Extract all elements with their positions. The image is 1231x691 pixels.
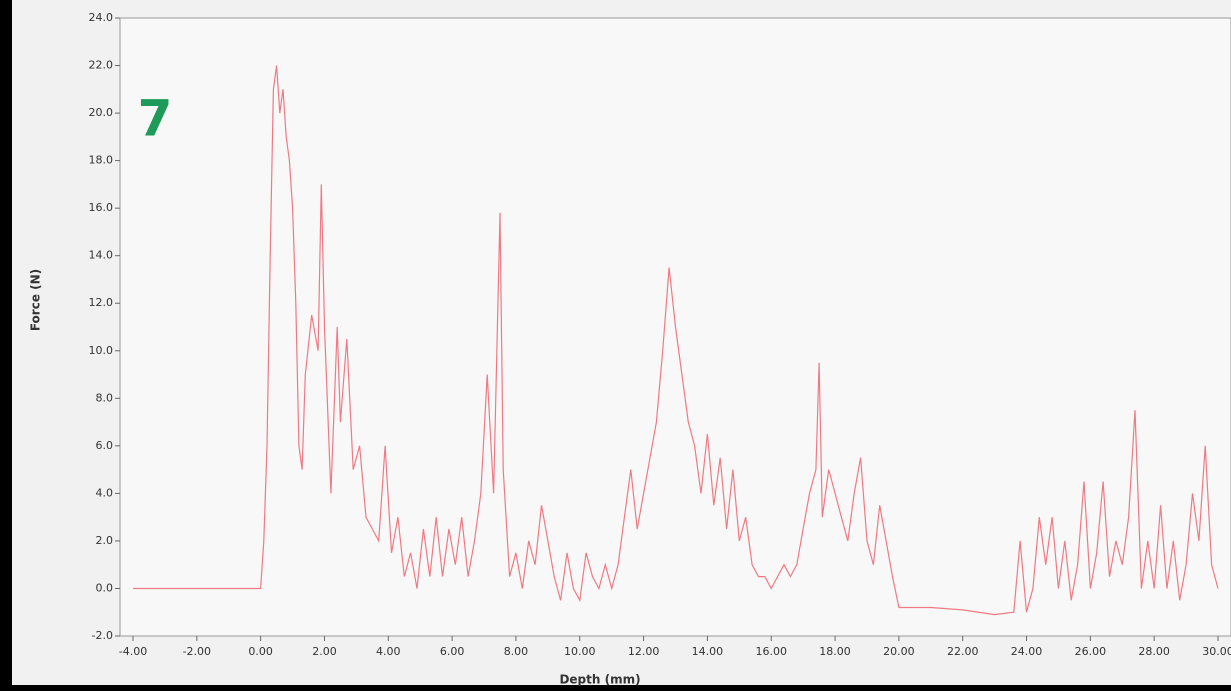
x-tick-label: 22.00 bbox=[947, 645, 979, 658]
y-tick-label: 18.0 bbox=[89, 154, 114, 167]
x-tick-label: 12.00 bbox=[628, 645, 660, 658]
x-axis-label: Depth (mm) bbox=[559, 673, 640, 687]
y-axis-label: Force (N) bbox=[29, 269, 43, 331]
y-tick-label: 2.0 bbox=[96, 534, 114, 547]
y-tick-label: 24.0 bbox=[89, 11, 114, 24]
x-tick-label: 14.00 bbox=[692, 645, 724, 658]
x-tick-label: 2.00 bbox=[312, 645, 337, 658]
x-tick-label: 4.00 bbox=[376, 645, 401, 658]
x-tick-label: 20.00 bbox=[883, 645, 915, 658]
x-tick-label: 8.00 bbox=[504, 645, 529, 658]
x-tick-label: 26.00 bbox=[1075, 645, 1107, 658]
x-tick-label: 10.00 bbox=[564, 645, 596, 658]
x-tick-label: -4.00 bbox=[119, 645, 147, 658]
y-tick-label: 6.0 bbox=[96, 439, 114, 452]
y-tick-label: 22.0 bbox=[89, 59, 114, 72]
x-tick-label: 28.00 bbox=[1138, 645, 1170, 658]
y-tick-label: 8.0 bbox=[96, 391, 114, 404]
y-tick-label: 14.0 bbox=[89, 249, 114, 262]
y-tick-label: 0.0 bbox=[96, 581, 114, 594]
y-tick-label: -2.0 bbox=[92, 629, 113, 642]
x-tick-label: 0.00 bbox=[248, 645, 273, 658]
data-line bbox=[133, 65, 1219, 616]
y-tick-label: 12.0 bbox=[89, 296, 114, 309]
x-tick-label: 16.00 bbox=[755, 645, 787, 658]
x-tick-label: -2.00 bbox=[183, 645, 211, 658]
x-tick-label: 24.00 bbox=[1011, 645, 1043, 658]
y-tick-label: 10.0 bbox=[89, 344, 114, 357]
x-tick-label: 18.00 bbox=[819, 645, 851, 658]
y-tick-label: 16.0 bbox=[89, 201, 114, 214]
y-tick-label: 20.0 bbox=[89, 106, 114, 119]
y-tick-label: 4.0 bbox=[96, 486, 114, 499]
x-tick-label: 6.00 bbox=[440, 645, 465, 658]
annotation: 7 bbox=[138, 90, 173, 148]
x-tick-label: 30.00 bbox=[1202, 645, 1231, 658]
